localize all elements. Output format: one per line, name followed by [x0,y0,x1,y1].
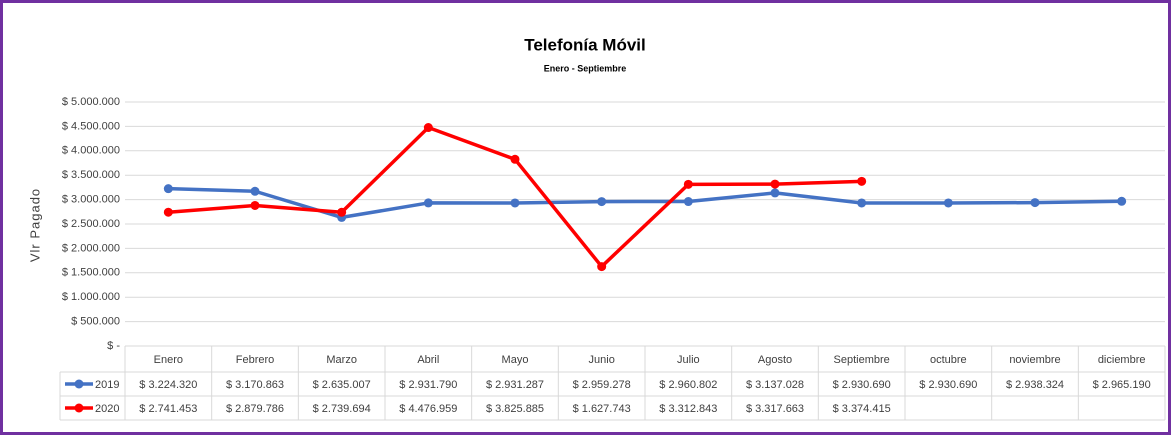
table-cell: $ 3.137.028 [746,379,804,391]
x-tick-label: Mayo [502,354,529,366]
data-point [423,198,433,208]
data-point [597,262,607,272]
y-tick-label: $ 5.000.000 [62,96,120,108]
legend-key-marker [74,379,84,389]
data-point [1030,198,1040,208]
data-point [857,176,867,186]
y-tick-label: $ 2.000.000 [62,242,120,254]
y-tick-label: $ 3.000.000 [62,194,120,206]
data-point [423,123,433,133]
table-cell: $ 3.224.320 [139,379,197,391]
chart-title: Telefonía Móvil [524,35,646,54]
table-cell: $ 2.635.007 [313,379,371,391]
x-tick-label: Julio [677,354,700,366]
x-tick-label: noviembre [1009,354,1060,366]
table-cell: $ 2.879.786 [226,403,284,415]
data-point [337,207,347,217]
table-cell: $ 4.476.959 [399,403,457,415]
table-cell: $ 2.960.802 [659,379,717,391]
legend-key-marker [74,403,84,413]
series-line [168,186,1122,220]
data-point [770,188,780,198]
chart-subtitle: Enero - Septiembre [544,63,627,73]
data-point [163,184,173,194]
table-cell: $ 3.825.885 [486,403,544,415]
data-point [597,197,607,207]
x-tick-label: octubre [930,354,967,366]
table-cell: $ 3.170.863 [226,379,284,391]
legend-label: 2019 [95,379,119,391]
x-tick-label: Marzo [326,354,357,366]
data-point [1117,196,1127,206]
table-cell: $ 2.965.190 [1093,379,1151,391]
data-point [250,186,260,196]
table-cell: $ 2.959.278 [573,379,631,391]
y-tick-label: $ 500.000 [71,316,120,328]
y-tick-label: $ 1.500.000 [62,267,120,279]
data-point [770,179,780,189]
data-point [250,200,260,210]
table-cell: $ 2.931.790 [399,379,457,391]
table-cell: $ 2.930.690 [833,379,891,391]
y-axis-title: Vlr Pagado [27,188,42,262]
x-tick-label: Abril [417,354,439,366]
x-tick-label: Enero [154,354,183,366]
table-cell: $ 2.741.453 [139,403,197,415]
table-cell: $ 3.374.415 [833,403,891,415]
table-cell: $ 2.930.690 [919,379,977,391]
x-tick-label: diciembre [1098,354,1146,366]
y-tick-label: $ 4.000.000 [62,145,120,157]
table-cell: $ 2.739.694 [313,403,371,415]
data-point [943,198,953,208]
data-point [857,198,867,208]
data-point [683,179,693,189]
table-cell: $ 3.312.843 [659,403,717,415]
table-cell: $ 3.317.663 [746,403,804,415]
y-tick-label: $ - [107,340,120,352]
y-tick-label: $ 3.500.000 [62,169,120,181]
x-tick-label: Febrero [236,354,275,366]
x-tick-label: Agosto [758,354,792,366]
data-point [683,197,693,207]
data-point [510,198,520,208]
data-point [510,154,520,164]
legend-label: 2020 [95,403,119,415]
data-point [163,207,173,217]
table-cell: $ 1.627.743 [573,403,631,415]
y-tick-label: $ 4.500.000 [62,120,120,132]
x-tick-label: Septiembre [834,354,890,366]
y-tick-label: $ 1.000.000 [62,291,120,303]
table-cell: $ 2.931.287 [486,379,544,391]
table-cell: $ 2.938.324 [1006,379,1064,391]
x-tick-label: Junio [589,354,615,366]
y-tick-label: $ 2.500.000 [62,218,120,230]
